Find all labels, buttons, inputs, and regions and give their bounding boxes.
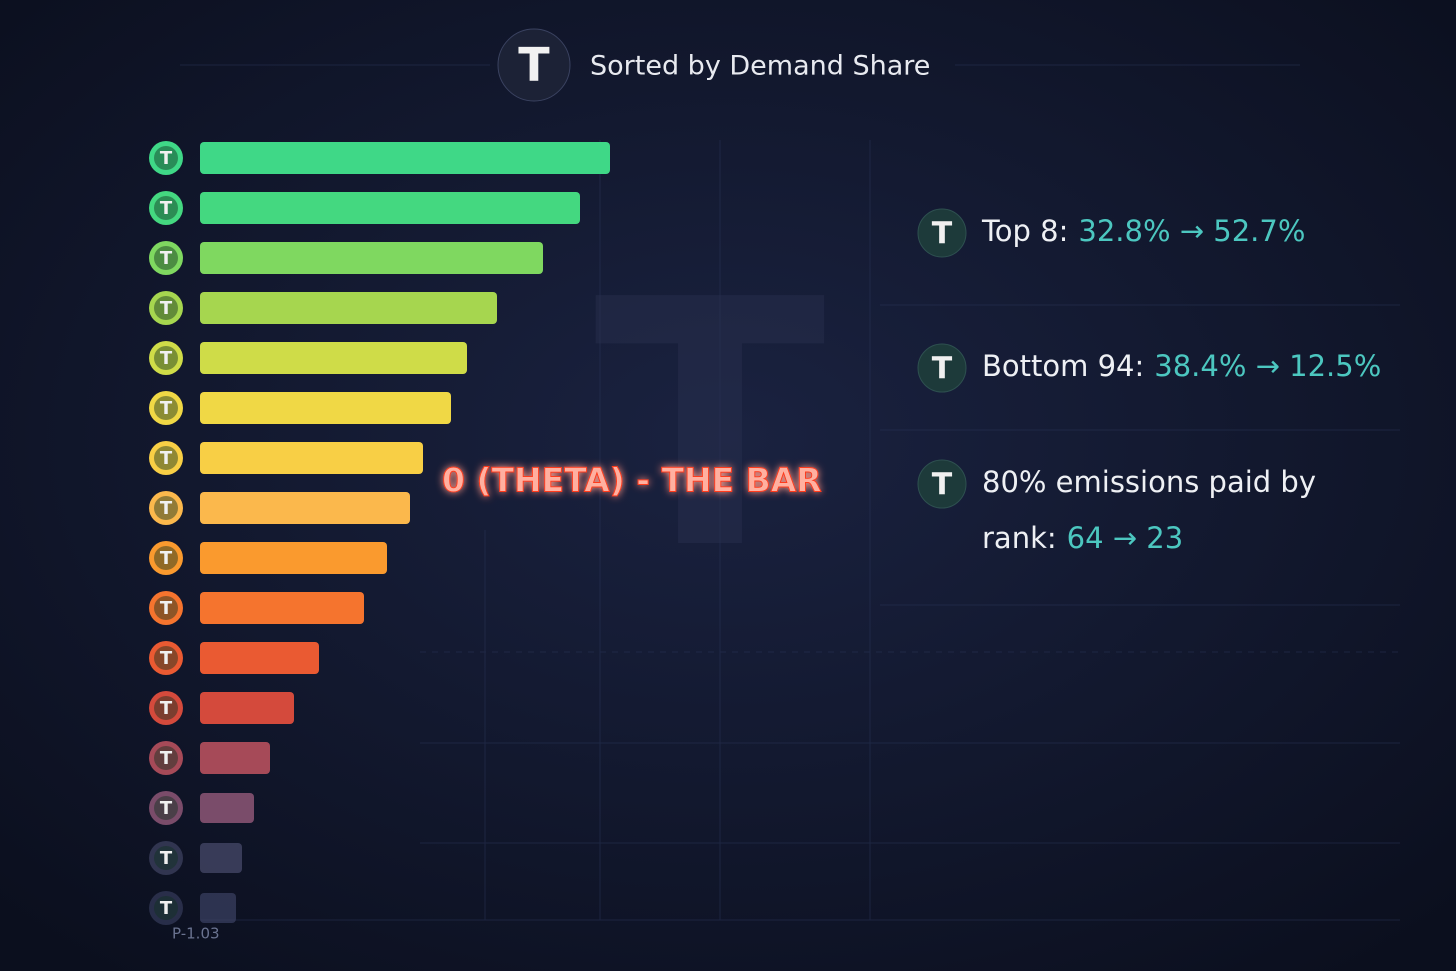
watermark-logo: T: [594, 228, 828, 624]
stat-part: Top 8:: [981, 214, 1068, 248]
row-icon: [149, 291, 183, 325]
bar: [200, 442, 423, 474]
stat-text: Top 8: 32.8% → 52.7%: [981, 214, 1305, 248]
bar: [200, 342, 467, 374]
row-icon-letter: T: [160, 848, 173, 869]
bar: [200, 242, 543, 274]
row-icon-letter: T: [160, 148, 173, 169]
row-icon-letter: T: [160, 498, 173, 519]
row-icon-inner: [154, 546, 178, 570]
row-icon-inner: [154, 496, 178, 520]
row-icon-letter: T: [160, 748, 173, 769]
bar: [200, 192, 580, 224]
row-icon: [149, 691, 183, 725]
row-icon-inner: [154, 646, 178, 670]
bar: [200, 843, 242, 873]
stat-value: 38.4% → 12.5%: [1154, 349, 1381, 383]
row-icon: [149, 191, 183, 225]
bar: [200, 592, 364, 624]
row-icon-letter: T: [160, 248, 173, 269]
row-icon-inner: [154, 796, 178, 820]
row-icon-inner: [154, 196, 178, 220]
stat-value: 64 → 23: [1067, 521, 1184, 555]
row-icon-inner: [154, 696, 178, 720]
bar: [200, 142, 610, 174]
row-icon: [149, 491, 183, 525]
row-icon-letter: T: [160, 448, 173, 469]
stat-text: rank: 64 → 23: [982, 521, 1183, 555]
stat-icon: [917, 208, 967, 258]
row-icon-inner: [154, 896, 178, 920]
row-icon-letter: T: [160, 198, 173, 219]
row-icon-letter: T: [160, 298, 173, 319]
row-icon-inner: [154, 596, 178, 620]
row-icon-letter: T: [160, 648, 173, 669]
row-icon-letter: T: [160, 548, 173, 569]
title-logo: [497, 28, 571, 102]
bar: [200, 292, 497, 324]
stat-icon-letter: T: [932, 352, 953, 387]
row-icon-inner: [154, 396, 178, 420]
bar: [200, 742, 270, 774]
row-icon: [149, 241, 183, 275]
row-icon: [149, 441, 183, 475]
row-icon: [149, 891, 183, 925]
footer: P-1.03: [172, 925, 220, 943]
stat-part: 80% emissions paid by: [982, 465, 1316, 499]
row-icon-inner: [154, 146, 178, 170]
title-logo-letter: T: [518, 38, 550, 92]
row-icon-letter: T: [160, 798, 173, 819]
stat-part: Bottom 94:: [982, 349, 1144, 383]
chart-title: Sorted by Demand Share: [590, 51, 930, 82]
bar: [200, 542, 387, 574]
stat-part: rank:: [982, 521, 1057, 555]
row-icon: [149, 741, 183, 775]
row-icon: [149, 641, 183, 675]
row-icon: [149, 791, 183, 825]
row-icon-inner: [154, 296, 178, 320]
stat-icon-letter: T: [932, 217, 953, 252]
bar: [200, 893, 236, 923]
stat-icon: [917, 459, 967, 509]
annotation: 0 (THETA) - THE BAR: [442, 461, 822, 500]
stat-text: 80% emissions paid by: [982, 465, 1316, 499]
row-icon: [149, 141, 183, 175]
row-icon: [149, 541, 183, 575]
row-icon-letter: T: [160, 598, 173, 619]
row-icon-inner: [154, 746, 178, 770]
row-icon-letter: T: [160, 348, 173, 369]
row-icon-inner: [154, 246, 178, 270]
row-icon-letter: T: [160, 898, 173, 919]
row-icon: [149, 591, 183, 625]
row-icon-inner: [154, 346, 178, 370]
bar: [200, 392, 451, 424]
stat-value: 32.8% → 52.7%: [1078, 214, 1305, 248]
row-icon-inner: [154, 446, 178, 470]
stat-text: Bottom 94: 38.4% → 12.5%: [982, 349, 1381, 383]
row-icon: [149, 391, 183, 425]
row-icon-letter: T: [160, 698, 173, 719]
row-icon: [149, 841, 183, 875]
row-icon-inner: [154, 846, 178, 870]
grid: [180, 64, 1400, 921]
stat-icon-letter: T: [932, 468, 953, 503]
bar: [200, 492, 410, 524]
bar: [200, 642, 319, 674]
bar: [200, 793, 254, 823]
stat-icon: [917, 343, 967, 393]
bar: [200, 692, 294, 724]
row-icon-letter: T: [160, 398, 173, 419]
row-icon: [149, 341, 183, 375]
